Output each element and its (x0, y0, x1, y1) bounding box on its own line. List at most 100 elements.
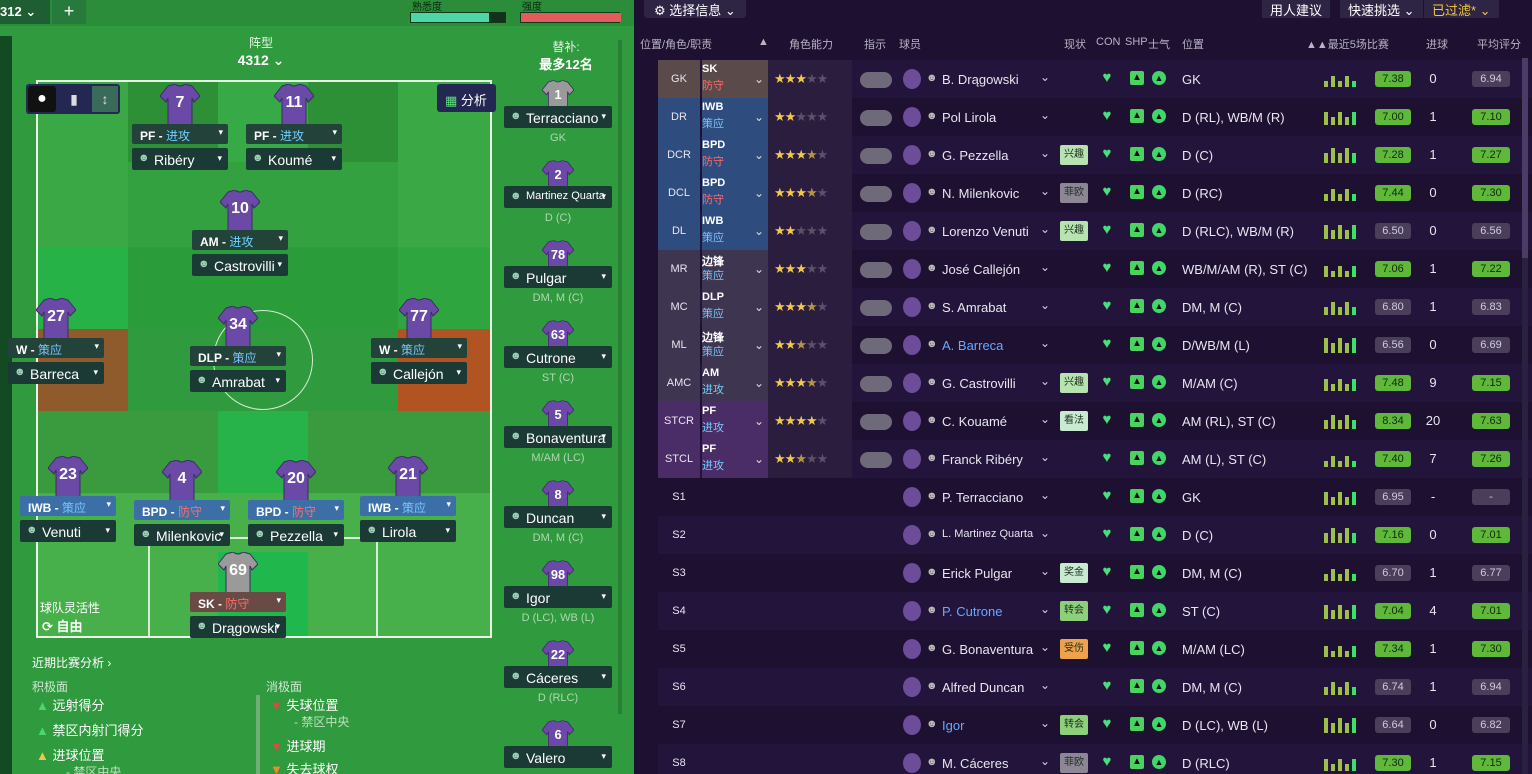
role-select[interactable]: AM - 进攻 ▾ (192, 230, 288, 250)
chevron-down-icon[interactable]: ⌄ (1040, 260, 1051, 274)
role-select[interactable]: BPD 防守 ⌄ (702, 136, 768, 174)
role-select[interactable]: DLP - 策应 ▾ (190, 346, 286, 366)
move-view-icon[interactable]: ↕ (92, 86, 118, 112)
player-name-link[interactable]: Igor (942, 718, 965, 733)
role-select[interactable]: BPD 防守 ⌄ (702, 174, 768, 212)
player-name-select[interactable]: ☻ Ribéry ▾ (132, 148, 228, 170)
position-cell[interactable]: S7 (672, 719, 686, 731)
player-name-select[interactable]: ☻ Castrovilli ▾ (192, 254, 288, 276)
status-badge[interactable]: 兴趣 (1060, 221, 1088, 241)
analysis-button[interactable]: ▦ 分析 (437, 84, 496, 112)
instructions-toggle[interactable] (860, 376, 892, 392)
player-name-link[interactable]: P. Terracciano (942, 490, 1024, 505)
chevron-down-icon[interactable]: ⌄ (1040, 640, 1051, 654)
status-badge[interactable]: 兴趣 (1060, 373, 1088, 393)
hire-advice-button[interactable]: 用人建议 (1262, 0, 1331, 18)
role-select[interactable]: 边锋 策应 ⌄ (702, 250, 768, 288)
table-row[interactable]: MC DLP 策应 ⌄ ★★★★★ ☻ S. Amrabat ⌄ ♥ ▲ ▲ DM, M (C) 6.8… (658, 288, 1532, 326)
chevron-down-icon[interactable]: ⌄ (1040, 488, 1051, 502)
status-badge[interactable]: 菲欧 (1060, 753, 1088, 773)
chevron-down-icon[interactable]: ⌄ (1040, 754, 1051, 768)
table-row[interactable]: ML 边锋 策应 ⌄ ★★★★★ ☻ A. Barreca ⌄ ♥ ▲ ▲ D/WB/M (L) 6.5… (658, 326, 1532, 364)
role-select[interactable]: BPD - 防守 ▾ (248, 500, 344, 520)
role-select[interactable]: W - 策应 ▾ (8, 338, 104, 358)
player-name-link[interactable]: L. Martinez Quarta (942, 528, 1034, 540)
role-select[interactable]: PF - 进攻 ▾ (132, 124, 228, 144)
table-row[interactable]: MR 边锋 策应 ⌄ ★★★★★ ☻ José Callejón ⌄ ♥ ▲ ▲ WB/M/AM (R… (658, 250, 1532, 288)
player-name-select[interactable]: ☻ Milenkovic ▾ (134, 524, 230, 546)
status-badge[interactable]: 转会 (1060, 601, 1088, 621)
position-cell[interactable]: ML (658, 326, 700, 364)
role-select[interactable]: PF 进攻 ⌄ (702, 402, 768, 440)
player-name-link[interactable]: M. Cáceres (942, 756, 1009, 771)
role-select[interactable]: W - 策应 ▾ (371, 338, 467, 358)
role-select[interactable]: IWB 策应 ⌄ (702, 98, 768, 136)
player-name-link[interactable]: Franck Ribéry (942, 452, 1023, 467)
player-name-link[interactable]: Erick Pulgar (942, 566, 1013, 581)
instructions-toggle[interactable] (860, 224, 892, 240)
status-badge[interactable]: 受伤 (1060, 639, 1088, 659)
player-name-link[interactable]: G. Pezzella (942, 148, 1009, 163)
shirt-icon[interactable]: 21 (387, 455, 429, 501)
position-cell[interactable]: STCL (658, 440, 700, 478)
shirt-icon[interactable]: 69 (217, 551, 259, 597)
table-row[interactable]: S2 ☻ L. Martinez Quarta ⌄ ♥ ▲ ▲ D (C) 7.16 0 7.01 (658, 516, 1532, 554)
formation-tab[interactable]: 312 ⌄ (0, 0, 50, 24)
header-instr[interactable]: 指示 (864, 39, 886, 51)
position-cell[interactable]: S8 (672, 757, 686, 769)
player-name-link[interactable]: Pol Lirola (942, 110, 997, 125)
instructions-toggle[interactable] (860, 262, 892, 278)
header-player[interactable]: 球员 (899, 39, 921, 51)
shirt-icon[interactable]: 11 (273, 83, 315, 129)
position-cell[interactable]: AMC (658, 364, 700, 402)
status-badge[interactable]: 看法 (1060, 411, 1088, 431)
formation-select[interactable]: 4312 ⌄ (228, 52, 294, 69)
position-cell[interactable]: S5 (672, 643, 686, 655)
shirt-icon[interactable]: 7 (159, 83, 201, 129)
role-select[interactable]: DLP 策应 ⌄ (702, 288, 768, 326)
table-row[interactable]: DCL BPD 防守 ⌄ ★★★★★ ☻ N. Milenkovic ⌄ 菲欧 ♥ ▲ ▲ D (RC)… (658, 174, 1532, 212)
select-info-button[interactable]: ⚙ 选择信息 ⌄ (644, 0, 746, 18)
role-select[interactable]: PF - 进攻 ▾ (246, 124, 342, 144)
player-name-select[interactable]: ☻ Venuti ▾ (20, 520, 116, 542)
chevron-down-icon[interactable]: ⌄ (1040, 564, 1051, 578)
shirt-icon[interactable]: 4 (161, 459, 203, 505)
player-name-link[interactable]: G. Bonaventura (942, 642, 1034, 657)
player-name-link[interactable]: C. Kouamé (942, 414, 1008, 429)
header-status[interactable]: 现状 (1064, 39, 1086, 51)
chevron-down-icon[interactable]: ⌄ (1040, 146, 1051, 160)
table-row[interactable]: S6 ☻ Alfred Duncan ⌄ ♥ ▲ ▲ DM, M (C) 6.74 1 6.94 (658, 668, 1532, 706)
status-badge[interactable]: 奖金 (1060, 563, 1088, 583)
instructions-toggle[interactable] (860, 300, 892, 316)
chevron-down-icon[interactable]: ⌄ (1040, 678, 1051, 692)
instructions-toggle[interactable] (860, 110, 892, 126)
chevron-down-icon[interactable]: ⌄ (1040, 412, 1051, 426)
table-row[interactable]: S1 ☻ P. Terracciano ⌄ ♥ ▲ ▲ GK 6.95 - - (658, 478, 1532, 516)
position-cell[interactable]: MC (658, 288, 700, 326)
position-cell[interactable]: S3 (672, 567, 686, 579)
shirt-icon[interactable]: 77 (398, 297, 440, 343)
player-view-icon[interactable]: ● (28, 86, 56, 112)
player-name-select[interactable]: ☻ Barreca ▾ (8, 362, 104, 384)
sub-player-select[interactable]: ☻ Pulgar ▾ (504, 266, 612, 288)
table-row[interactable]: S5 ☻ G. Bonaventura ⌄ 受伤 ♥ ▲ ▲ M/AM (LC) 7.34 1 7.3… (658, 630, 1532, 668)
shirt-icon[interactable]: 20 (275, 459, 317, 505)
position-cell[interactable]: S1 (672, 491, 686, 503)
player-name-select[interactable]: ☻ Callejón ▾ (371, 362, 467, 384)
chevron-down-icon[interactable]: ⌄ (1040, 450, 1051, 464)
header-role-ability[interactable]: 角色能力 (789, 39, 833, 51)
player-name-select[interactable]: ☻ Lirola ▾ (360, 520, 456, 542)
instructions-toggle[interactable] (860, 452, 892, 468)
header-goals[interactable]: 进球 (1426, 39, 1448, 51)
sub-player-select[interactable]: ☻ Duncan ▾ (504, 506, 612, 528)
position-cell[interactable]: STCR (658, 402, 700, 440)
add-tactic-button[interactable]: + (52, 0, 86, 24)
header-last5[interactable]: ▲▲最近5场比赛 (1306, 39, 1389, 51)
instructions-toggle[interactable] (860, 414, 892, 430)
player-name-link[interactable]: S. Amrabat (942, 300, 1007, 315)
sub-player-select[interactable]: ☻ Cutrone ▾ (504, 346, 612, 368)
role-select[interactable]: SK - 防守 ▾ (190, 592, 286, 612)
chevron-down-icon[interactable]: ⌄ (1040, 374, 1051, 388)
role-select[interactable]: SK 防守 ⌄ (702, 60, 768, 98)
table-row[interactable]: DCR BPD 防守 ⌄ ★★★★★ ☻ G. Pezzella ⌄ 兴趣 ♥ ▲ ▲ D (C) 7.2… (658, 136, 1532, 174)
